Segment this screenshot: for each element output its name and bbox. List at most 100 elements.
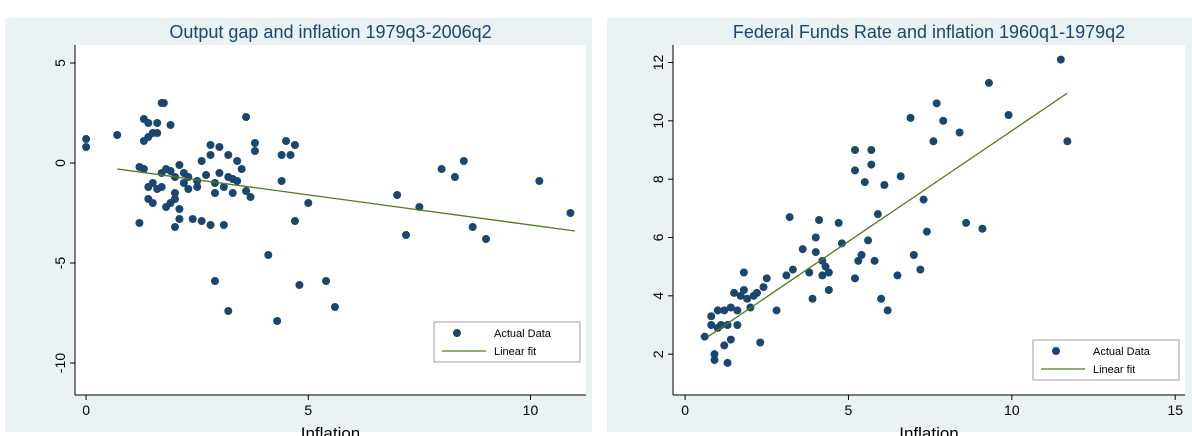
- data-point: [824, 268, 833, 277]
- data-point: [197, 217, 206, 225]
- data-point: [210, 179, 219, 187]
- data-point: [710, 350, 719, 359]
- data-point: [459, 157, 468, 165]
- y-tick-label: 8: [650, 175, 666, 183]
- x-tick-label: 10: [1004, 402, 1020, 418]
- data-point: [153, 119, 162, 127]
- data-point: [834, 218, 843, 227]
- data-point: [148, 179, 157, 187]
- data-point: [393, 191, 402, 199]
- data-point: [277, 151, 286, 159]
- data-point: [228, 189, 237, 197]
- data-point: [144, 119, 153, 127]
- data-point: [162, 165, 171, 173]
- y-tick-label: 0: [52, 159, 68, 167]
- data-point: [184, 173, 193, 181]
- data-point: [468, 223, 477, 231]
- y-tick-label: -10: [52, 353, 68, 373]
- data-point: [184, 185, 193, 193]
- data-point: [782, 271, 791, 280]
- data-point: [175, 205, 184, 213]
- data-point: [242, 113, 251, 121]
- y-tick-label: -5: [52, 257, 68, 270]
- data-point: [322, 277, 331, 285]
- data-point: [867, 160, 876, 169]
- data-point: [242, 187, 251, 195]
- y-tick-label: 12: [650, 55, 666, 71]
- data-point: [772, 306, 781, 315]
- data-point: [437, 165, 446, 173]
- data-point: [929, 137, 938, 146]
- data-point: [932, 99, 941, 108]
- data-point: [282, 137, 291, 145]
- data-point: [290, 141, 299, 149]
- data-point: [955, 128, 964, 137]
- data-point: [805, 268, 814, 277]
- data-point: [726, 335, 735, 344]
- data-point: [762, 274, 771, 283]
- plot-area: [673, 45, 1185, 395]
- data-point: [873, 210, 882, 219]
- data-point: [139, 165, 148, 173]
- data-point: [733, 321, 742, 329]
- data-point: [821, 262, 830, 271]
- data-point: [984, 78, 993, 87]
- legend-marker: [453, 329, 461, 337]
- y-tick-label: 4: [650, 292, 666, 300]
- data-point: [153, 129, 162, 137]
- data-point: [808, 294, 817, 303]
- data-point: [1056, 55, 1065, 64]
- data-point: [206, 141, 215, 149]
- data-point: [286, 151, 295, 159]
- data-point: [867, 146, 876, 154]
- data-point: [566, 209, 575, 217]
- data-point: [295, 281, 304, 289]
- x-tick-label: 5: [845, 402, 853, 418]
- x-tick-label: 0: [82, 402, 90, 418]
- data-point: [210, 189, 219, 197]
- data-point: [850, 274, 859, 283]
- data-point: [893, 271, 902, 280]
- data-point: [330, 303, 339, 311]
- data-point: [752, 288, 761, 297]
- data-point: [743, 294, 752, 303]
- chart-title: Federal Funds Rate and inflation 1960q1-…: [733, 22, 1125, 42]
- data-point: [877, 294, 886, 303]
- data-point: [880, 181, 889, 189]
- data-point: [197, 157, 206, 165]
- legend-marker: [1052, 347, 1060, 355]
- x-tick-label: 5: [304, 402, 312, 418]
- data-point: [739, 286, 748, 294]
- data-point: [82, 135, 91, 143]
- data-point: [175, 215, 184, 223]
- data-point: [857, 251, 866, 259]
- data-point: [815, 216, 824, 224]
- data-point: [707, 321, 716, 329]
- data-point: [707, 312, 716, 321]
- fit-line: [117, 168, 575, 232]
- data-point: [909, 251, 918, 259]
- data-point: [170, 189, 179, 197]
- data-point: [219, 183, 228, 191]
- data-point: [906, 113, 915, 122]
- x-axis-title: Inflation: [301, 424, 361, 436]
- data-point: [148, 199, 157, 207]
- data-point: [224, 151, 233, 159]
- data-point: [170, 223, 179, 231]
- data-point: [739, 268, 748, 277]
- legend-label: Actual Data: [494, 328, 552, 340]
- data-point: [919, 195, 928, 204]
- data-point: [860, 178, 869, 187]
- data-point: [188, 215, 197, 223]
- data-point: [206, 151, 215, 159]
- data-point: [135, 219, 144, 227]
- data-point: [962, 218, 971, 227]
- data-point: [700, 332, 709, 341]
- data-point: [193, 183, 202, 191]
- data-point: [535, 177, 544, 185]
- data-point: [723, 358, 732, 367]
- data-point: [730, 288, 739, 297]
- data-point: [896, 172, 905, 181]
- data-point: [237, 165, 246, 173]
- data-point: [233, 177, 242, 185]
